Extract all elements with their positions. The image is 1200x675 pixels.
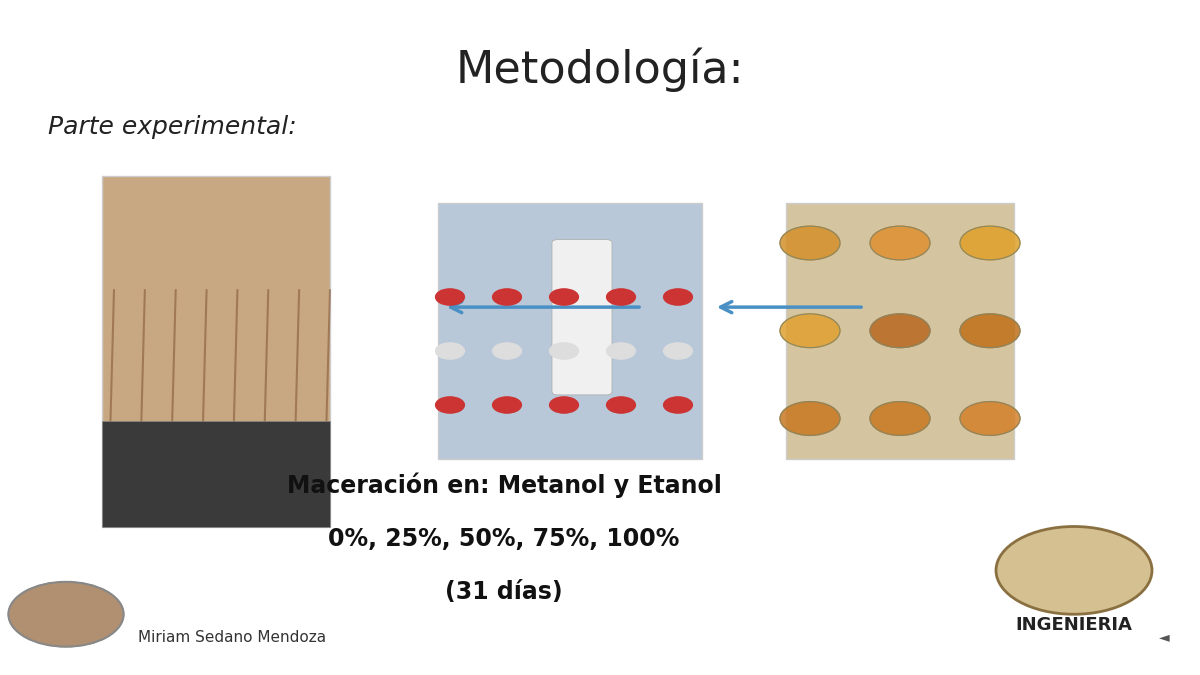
Circle shape — [960, 402, 1020, 435]
Text: Maceración en: Metanol y Etanol: Maceración en: Metanol y Etanol — [287, 472, 721, 498]
Circle shape — [780, 314, 840, 348]
Circle shape — [550, 289, 578, 305]
Circle shape — [870, 402, 930, 435]
Circle shape — [607, 289, 636, 305]
Text: Parte experimental:: Parte experimental: — [48, 115, 296, 139]
Circle shape — [870, 314, 930, 348]
FancyBboxPatch shape — [102, 176, 330, 526]
Text: (31 días): (31 días) — [445, 580, 563, 605]
Circle shape — [607, 343, 636, 359]
Circle shape — [664, 397, 692, 413]
FancyBboxPatch shape — [552, 240, 612, 395]
Circle shape — [550, 397, 578, 413]
Circle shape — [8, 582, 124, 647]
Circle shape — [436, 289, 464, 305]
FancyBboxPatch shape — [102, 421, 330, 526]
Circle shape — [960, 226, 1020, 260]
Circle shape — [550, 343, 578, 359]
Circle shape — [780, 226, 840, 260]
Text: Miriam Sedano Mendoza: Miriam Sedano Mendoza — [138, 630, 326, 645]
Text: 0%, 25%, 50%, 75%, 100%: 0%, 25%, 50%, 75%, 100% — [329, 526, 679, 551]
Circle shape — [960, 314, 1020, 348]
FancyBboxPatch shape — [438, 202, 702, 459]
Circle shape — [493, 289, 522, 305]
Text: INGENIERIA: INGENIERIA — [1015, 616, 1133, 634]
Circle shape — [607, 397, 636, 413]
Circle shape — [436, 397, 464, 413]
Circle shape — [493, 397, 522, 413]
Text: Metodología:: Metodología: — [456, 47, 744, 92]
Text: ◄: ◄ — [1159, 630, 1170, 645]
Circle shape — [780, 402, 840, 435]
Circle shape — [664, 343, 692, 359]
FancyBboxPatch shape — [786, 202, 1014, 459]
Circle shape — [493, 343, 522, 359]
Circle shape — [870, 226, 930, 260]
Circle shape — [996, 526, 1152, 614]
Circle shape — [664, 289, 692, 305]
Circle shape — [436, 343, 464, 359]
